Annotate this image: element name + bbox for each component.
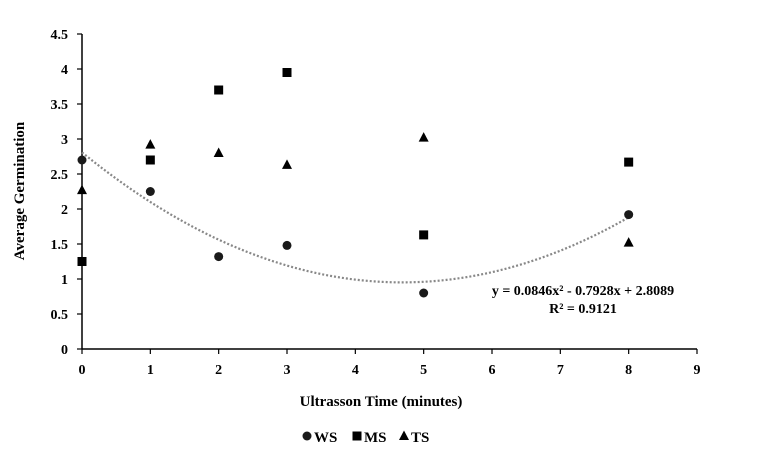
y-tick-label: 2.5 xyxy=(51,168,69,183)
y-tick-label: 1 xyxy=(61,273,68,288)
x-tick-label: 7 xyxy=(557,363,564,378)
point-ts xyxy=(77,184,87,195)
x-tick-labels: 0 1 2 3 4 5 6 7 8 9 xyxy=(79,363,701,378)
legend-label-ms: MS xyxy=(364,430,387,446)
y-tick-label: 2 xyxy=(61,203,68,218)
point-ws xyxy=(145,187,155,196)
point-ts xyxy=(213,147,224,157)
x-tick-label: 3 xyxy=(284,363,291,378)
y-tick-label: 3.5 xyxy=(51,98,69,113)
legend: WS MS TS xyxy=(302,430,429,446)
point-ts xyxy=(418,132,429,142)
point-ts xyxy=(282,159,292,169)
point-ms xyxy=(624,157,634,167)
point-ts xyxy=(145,139,156,149)
x-tick-label: 1 xyxy=(147,363,154,378)
legend-label-ws: WS xyxy=(314,430,337,446)
data-points xyxy=(77,68,634,298)
x-axis-title: Ultrasson Time (minutes) xyxy=(300,394,463,410)
point-ws xyxy=(282,240,292,250)
x-tick-label: 8 xyxy=(625,363,632,378)
y-tick-labels: 0 0.5 1 1.5 2 2.5 3 3.5 4 4.5 xyxy=(51,28,69,358)
point-ms xyxy=(419,230,429,240)
y-axis-title: Average Germination xyxy=(12,121,28,260)
x-tick-label: 4 xyxy=(352,363,359,378)
trendline-r-squared: R² = 0.9121 xyxy=(549,302,617,317)
y-tick-label: 0 xyxy=(61,343,68,358)
y-tick-label: 0.5 xyxy=(51,308,69,323)
point-ws xyxy=(214,252,224,262)
trendline-equation: y = 0.0846x² - 0.7928x + 2.8089 xyxy=(492,284,674,299)
point-ms xyxy=(214,85,224,95)
legend-marker-ws xyxy=(302,431,312,441)
x-tick-label: 0 xyxy=(79,363,86,378)
x-tick-label: 2 xyxy=(215,363,222,378)
x-tick-label: 5 xyxy=(420,363,427,378)
y-tick-label: 1.5 xyxy=(51,238,69,253)
y-tick-label: 3 xyxy=(61,133,68,148)
legend-label-ts: TS xyxy=(411,430,429,446)
point-ws xyxy=(77,155,87,165)
point-ms xyxy=(145,155,155,165)
legend-marker-ts xyxy=(399,430,409,440)
x-tick-label: 9 xyxy=(694,363,701,378)
point-ws xyxy=(419,288,429,298)
point-ms xyxy=(77,257,87,266)
x-tick-label: 6 xyxy=(489,363,496,378)
point-ms xyxy=(282,68,292,77)
y-tick-label: 4 xyxy=(61,63,68,78)
legend-marker-ms xyxy=(352,431,362,441)
point-ws xyxy=(624,210,634,220)
point-ts xyxy=(623,237,634,247)
trendline-ws xyxy=(81,151,630,284)
y-tick-label: 4.5 xyxy=(51,28,69,43)
